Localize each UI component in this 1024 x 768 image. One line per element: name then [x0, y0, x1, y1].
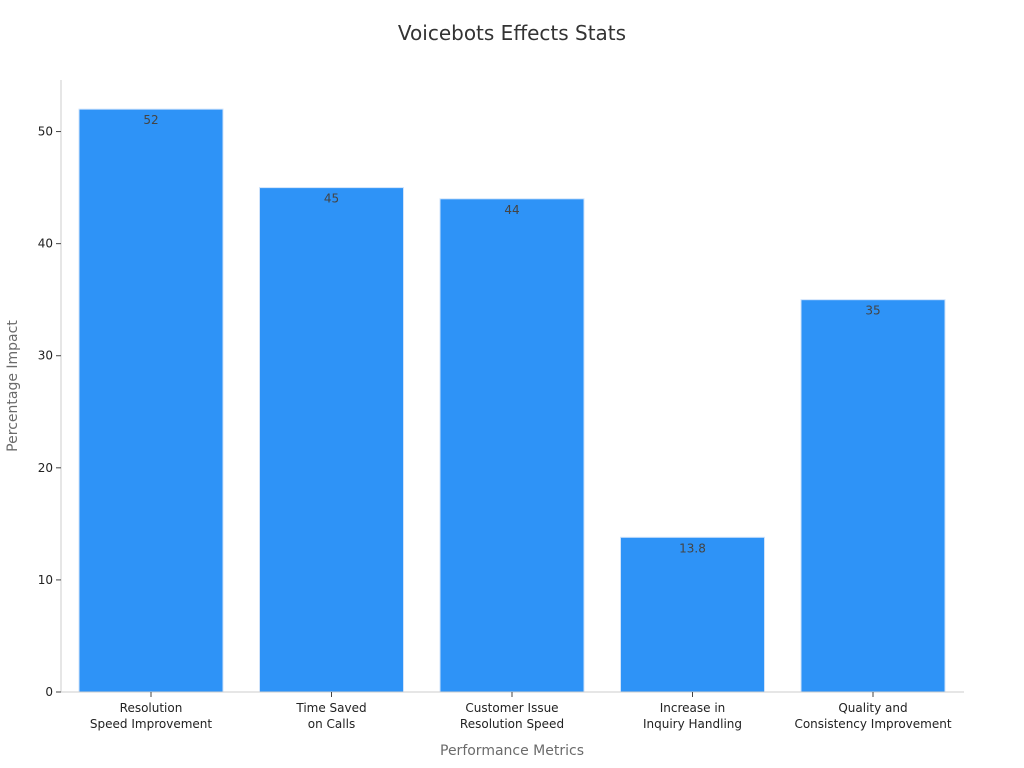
bar-value-label: 45 — [324, 192, 339, 206]
bar — [800, 299, 946, 693]
x-tick-label: Consistency Improvement — [794, 717, 951, 731]
y-axis-title: Percentage Impact — [5, 320, 21, 452]
x-tick-label: Speed Improvement — [90, 717, 212, 731]
x-tick-label: Inquiry Handling — [643, 717, 742, 731]
y-tick-label: 0 — [45, 685, 53, 699]
bar — [259, 187, 404, 693]
bar-value-label: 13.8 — [679, 541, 706, 555]
bar — [78, 108, 224, 693]
data-labels: 52 45 44 13.8 35 — [143, 113, 880, 555]
x-ticks: Resolution Speed Improvement Time Saved on … — [90, 692, 952, 731]
x-tick-label: Resolution Speed — [460, 717, 564, 731]
bars-layer — [78, 108, 946, 693]
x-tick-label: Customer Issue — [465, 701, 558, 715]
y-ticks: 0 10 20 30 40 50 — [38, 125, 61, 699]
x-tick-label: Time Saved — [295, 701, 366, 715]
bar — [620, 536, 765, 693]
y-tick-label: 50 — [38, 125, 53, 139]
x-tick-label: on Calls — [308, 717, 355, 731]
x-tick-label: Resolution — [120, 701, 183, 715]
y-tick-label: 20 — [38, 461, 53, 475]
chart-title: Voicebots Effects Stats — [398, 21, 626, 45]
x-tick-label: Quality and — [838, 701, 907, 715]
bar-value-label: 44 — [504, 203, 519, 217]
bar-value-label: 52 — [143, 113, 158, 127]
y-tick-label: 30 — [38, 349, 53, 363]
y-tick-label: 10 — [38, 573, 53, 587]
y-tick-label: 40 — [38, 237, 53, 251]
bar-value-label: 35 — [865, 304, 880, 318]
x-tick-label: Increase in — [660, 701, 726, 715]
x-axis-title: Performance Metrics — [440, 743, 584, 759]
bar — [439, 198, 585, 693]
